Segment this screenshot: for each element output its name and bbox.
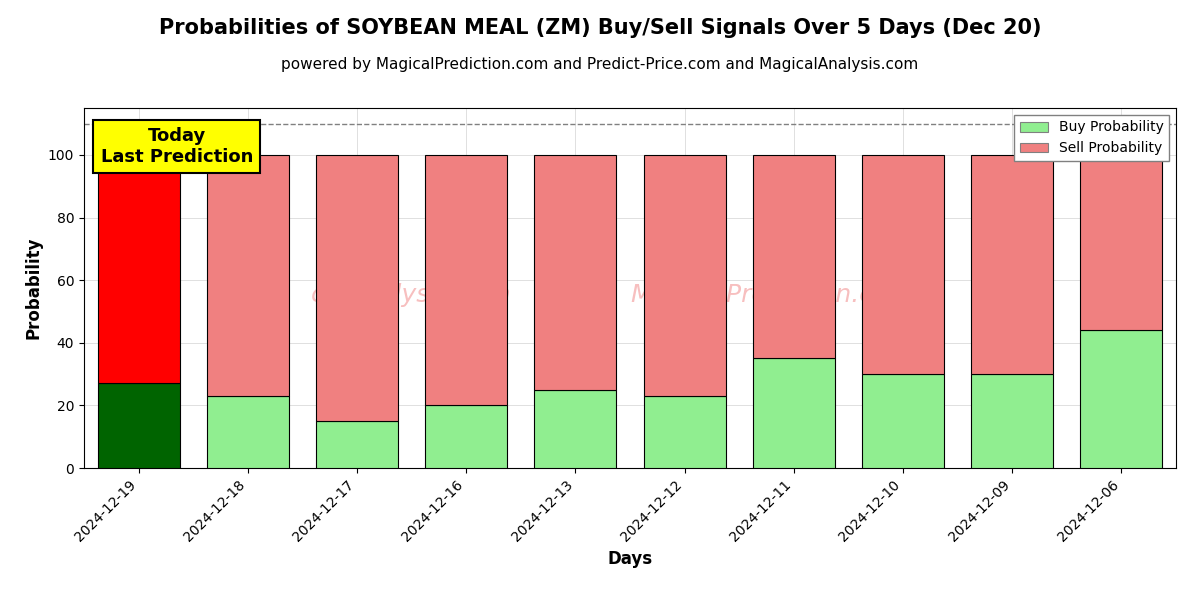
- Text: MagicalPrediction.com: MagicalPrediction.com: [631, 283, 913, 307]
- Bar: [316, 155, 398, 421]
- Bar: [643, 155, 726, 396]
- Bar: [97, 383, 180, 468]
- Text: calAnalysis.com: calAnalysis.com: [311, 283, 512, 307]
- Y-axis label: Probability: Probability: [24, 237, 42, 339]
- Bar: [862, 155, 944, 374]
- Bar: [752, 358, 835, 468]
- Bar: [643, 396, 726, 468]
- Bar: [862, 374, 944, 468]
- Bar: [1080, 155, 1163, 330]
- Bar: [425, 406, 508, 468]
- Bar: [752, 155, 835, 358]
- Bar: [425, 155, 508, 406]
- Text: Probabilities of SOYBEAN MEAL (ZM) Buy/Sell Signals Over 5 Days (Dec 20): Probabilities of SOYBEAN MEAL (ZM) Buy/S…: [158, 18, 1042, 38]
- Bar: [316, 421, 398, 468]
- Bar: [534, 155, 617, 390]
- Bar: [206, 155, 289, 396]
- Text: Today
Last Prediction: Today Last Prediction: [101, 127, 253, 166]
- Bar: [971, 374, 1054, 468]
- Legend: Buy Probability, Sell Probability: Buy Probability, Sell Probability: [1014, 115, 1169, 161]
- Bar: [971, 155, 1054, 374]
- Bar: [206, 396, 289, 468]
- Bar: [534, 390, 617, 468]
- Bar: [1080, 330, 1163, 468]
- X-axis label: Days: Days: [607, 550, 653, 568]
- Text: powered by MagicalPrediction.com and Predict-Price.com and MagicalAnalysis.com: powered by MagicalPrediction.com and Pre…: [281, 57, 919, 72]
- Bar: [97, 155, 180, 383]
